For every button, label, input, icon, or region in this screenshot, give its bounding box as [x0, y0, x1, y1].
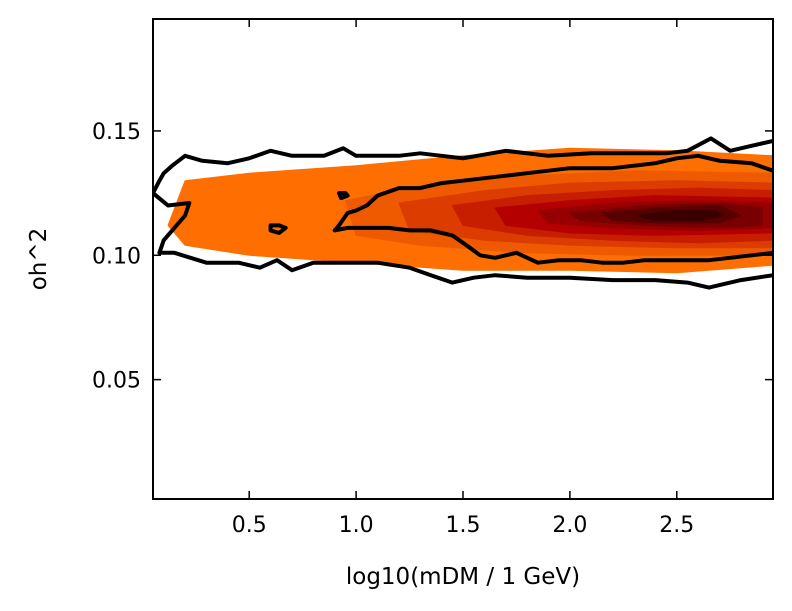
- y-tick-label: 0.10: [92, 244, 141, 269]
- x-tick-label: 1.5: [446, 513, 481, 538]
- contour-line-island-a: [268, 223, 288, 235]
- contour-line-inner: [332, 153, 773, 265]
- filled-level-9: [633, 210, 725, 221]
- y-axis-label: oh^2: [26, 228, 52, 291]
- contour-lines: [153, 136, 773, 290]
- axis-ticks: 0.5 1.0 1.5 2.0 2.5 0.05 0.10 0.15: [92, 19, 773, 538]
- y-tick-label: 0.15: [92, 120, 141, 145]
- y-tick-label: 0.05: [92, 369, 141, 394]
- x-axis-label: log10(mDM / 1 GeV): [346, 564, 580, 590]
- x-tick-label: 0.5: [232, 513, 267, 538]
- x-tick-label: 1.0: [339, 513, 374, 538]
- x-tick-label: 2.0: [552, 513, 587, 538]
- contour-line-island-b: [337, 191, 350, 201]
- contour-line-outer: [153, 136, 773, 290]
- x-tick-label: 2.5: [659, 513, 694, 538]
- filled-contours: [167, 147, 773, 274]
